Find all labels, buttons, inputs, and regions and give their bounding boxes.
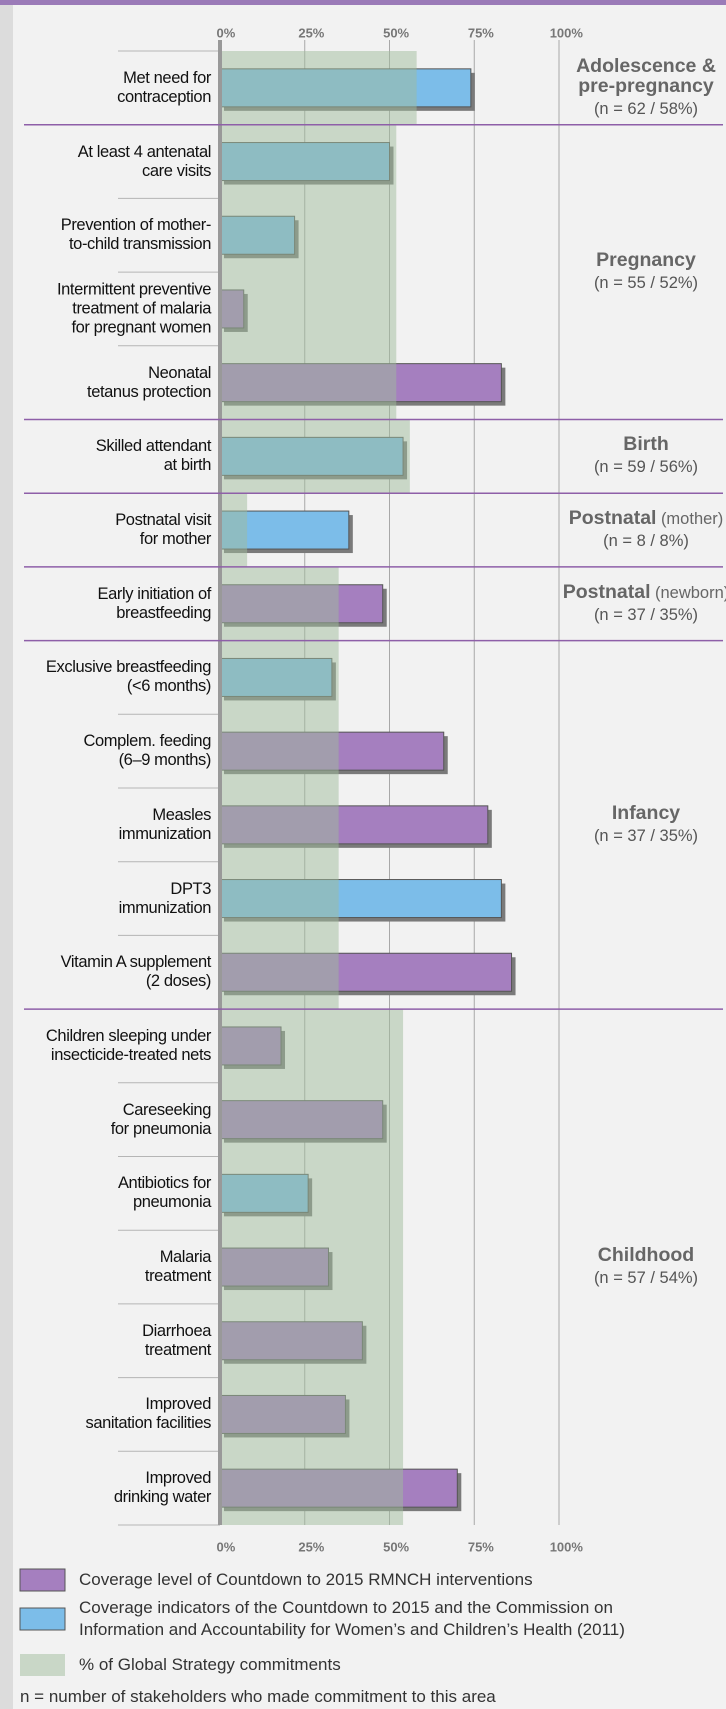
commitment-band [220, 51, 417, 125]
category-label: Improved sanitation facilities [85, 1395, 211, 1433]
group-note: (n = 8 / 8%) [603, 532, 689, 551]
group-note: (n = 59 / 56%) [593, 458, 699, 477]
commitment-band [220, 1009, 404, 1525]
category-label: DPT3 immunization [118, 879, 212, 917]
x-tick-label: 0% [216, 25, 236, 41]
category-label: Diarrhoea treatment [142, 1321, 211, 1359]
legend-label: Coverage indicators of the Countdown to … [79, 1597, 625, 1639]
commitment-band [220, 566, 339, 641]
category-label: Neonatal tetanus protection [87, 363, 211, 401]
group-title: Postnatal (mother) [556, 507, 726, 530]
category-label: Skilled attendant at birth [95, 437, 212, 475]
category-label: Intermittent preventive treatment of mal… [56, 280, 211, 337]
group-label: Infancy (n = 37 / 35%) [556, 801, 726, 846]
group-title: Infancy [556, 801, 726, 824]
top-strip [0, 0, 726, 5]
commitment-band [220, 124, 397, 420]
category-label: At least 4 antenatal care visits [77, 142, 212, 180]
group-title: Pregnancy [556, 249, 726, 272]
group-name: Birth [623, 433, 669, 456]
category-label: Postnatal visit for mother [115, 511, 211, 549]
x-tick-label: 100% [549, 25, 583, 41]
category-label: Improved drinking water [113, 1469, 212, 1507]
group-label: Birth (n = 59 / 56%) [556, 435, 726, 477]
group-label: Adolescence & pre-pregnancy (n = 62 / 58%… [556, 54, 726, 119]
x-tick-label: 0% [216, 1539, 236, 1555]
group-name: Pregnancy [596, 249, 696, 272]
group-name: Childhood [597, 1244, 695, 1267]
x-tick-label: 100% [549, 1539, 583, 1555]
group-note: (n = 62 / 58%) [593, 99, 699, 118]
commitment-band [220, 640, 339, 1010]
group-label: Postnatal (newborn) (n = 37 / 35%) [556, 580, 726, 625]
group-name: Adolescence & pre-pregnancy [576, 54, 716, 97]
category-label: Early initiation of breastfeeding [97, 584, 212, 622]
group-title: Childhood [556, 1244, 726, 1267]
group-name: Postnatal [562, 580, 651, 603]
group-note: (n = 37 / 35%) [593, 605, 699, 624]
x-tick-label: 75% [467, 25, 494, 41]
commitment-band [220, 493, 248, 567]
group-label: Postnatal (mother) (n = 8 / 8%) [556, 507, 726, 551]
group-qualifier: (newborn) [654, 583, 726, 602]
x-tick-label: 50% [383, 1539, 410, 1555]
category-label: Measles immunization [118, 805, 212, 843]
group-note: (n = 57 / 54%) [593, 1269, 699, 1288]
group-title: Birth [556, 435, 726, 455]
x-tick-label: 50% [383, 25, 410, 41]
category-label: Prevention of mother- to-child transmiss… [60, 216, 212, 254]
category-label: Careseeking for pneumonia [110, 1100, 212, 1138]
group-qualifier: (mother) [660, 510, 724, 529]
category-label: Children sleeping under insecticide-trea… [45, 1026, 211, 1064]
group-name: Postnatal [568, 507, 657, 530]
group-name: Infancy [611, 801, 681, 824]
x-tick-label: 75% [467, 1539, 494, 1555]
category-label: Complem. feeding (6–9 months) [83, 732, 211, 770]
category-label: Vitamin A supplement (2 doses) [60, 953, 212, 991]
category-label: Malaria treatment [144, 1248, 212, 1286]
group-label: Pregnancy (n = 55 / 52%) [556, 249, 726, 293]
group-title: Adolescence & pre-pregnancy [556, 54, 726, 97]
category-label: Met need for contraception [117, 68, 211, 106]
group-note: (n = 55 / 52%) [593, 274, 699, 293]
footnote: n = number of stakeholders who made comm… [20, 1686, 496, 1706]
category-label: Antibiotics for pneumonia [117, 1174, 211, 1212]
x-tick-label: 25% [298, 25, 325, 41]
group-label: Childhood (n = 57 / 54%) [556, 1244, 726, 1288]
x-tick-label: 25% [298, 1539, 325, 1555]
group-title: Postnatal (newborn) [556, 580, 726, 603]
group-note: (n = 37 / 35%) [593, 826, 699, 845]
commitment-band [220, 419, 410, 494]
legend-swatch [19, 1568, 66, 1592]
legend-swatch [20, 1654, 65, 1676]
category-label: Exclusive breastfeeding (<6 months) [45, 658, 211, 696]
legend-label: % of Global Strategy commitments [79, 1654, 341, 1674]
legend-swatch [19, 1607, 66, 1631]
legend-label: Coverage level of Countdown to 2015 RMNC… [79, 1569, 533, 1589]
